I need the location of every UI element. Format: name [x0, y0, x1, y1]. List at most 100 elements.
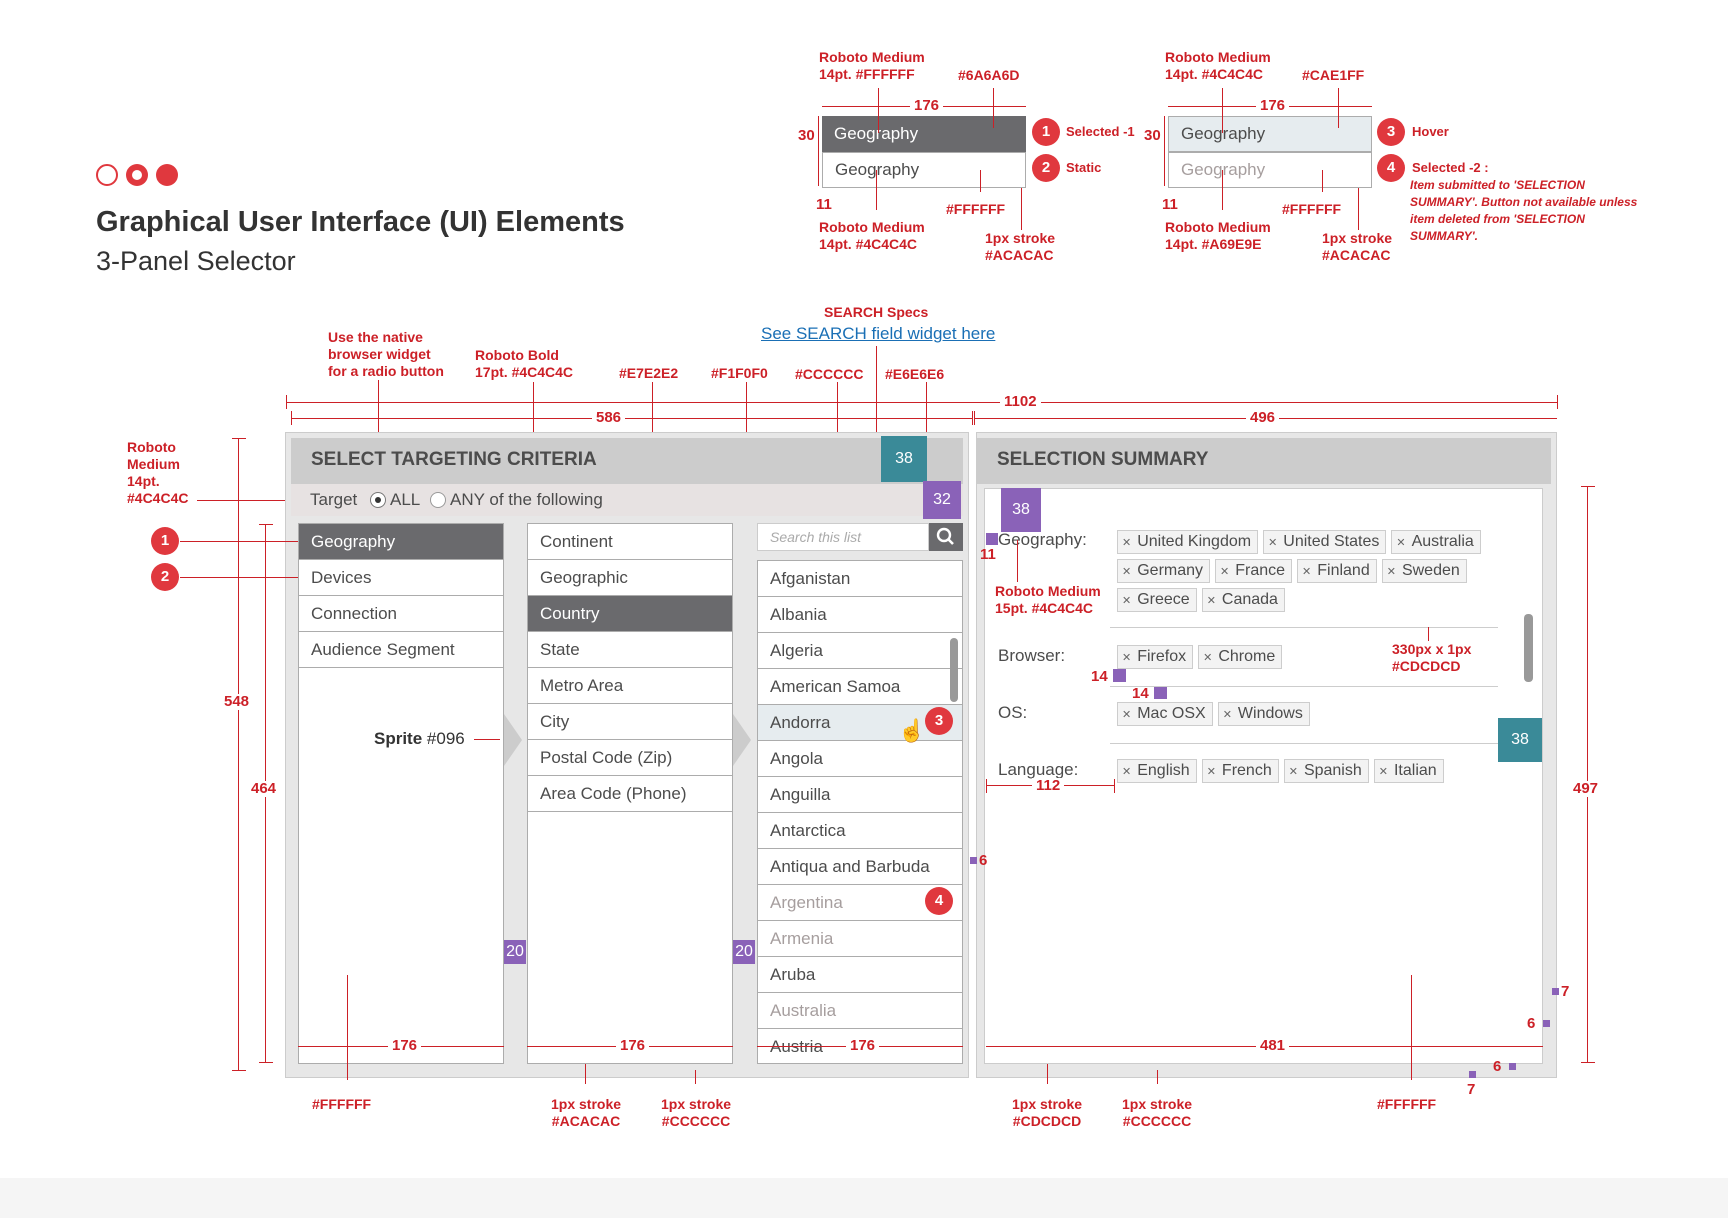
tag-label: Windows	[1237, 705, 1303, 722]
search-specs-label: SEARCH Specs	[824, 304, 929, 320]
list-item[interactable]: Geography	[299, 524, 503, 560]
remove-tag-icon[interactable]: ✕	[1122, 537, 1132, 549]
remove-tag-icon[interactable]: ✕	[1203, 652, 1213, 664]
remove-tag-icon[interactable]: ✕	[1302, 566, 1312, 578]
dot-filled-icon	[156, 164, 178, 186]
column-3-scrollbar[interactable]	[950, 638, 958, 702]
left-panel-title: SELECT TARGETING CRITERIA	[311, 449, 597, 470]
dim-col1: 176	[388, 1038, 422, 1054]
browser-tags: ✕ Firefox ✕ Chrome	[1117, 645, 1537, 674]
marker-4-icon: 4	[1377, 154, 1405, 182]
summary-tag: ✕ Spanish	[1283, 759, 1369, 783]
remove-tag-icon[interactable]: ✕	[1386, 566, 1396, 578]
browser-label: Browser:	[998, 646, 1066, 665]
spec-a-stroke: 1px stroke #ACACAC	[985, 230, 1056, 263]
search-widget-link[interactable]: See SEARCH field widget here	[761, 324, 996, 343]
list-item[interactable]: Connection	[299, 596, 503, 632]
remove-tag-icon[interactable]: ✕	[1122, 652, 1132, 664]
list-item[interactable]: Postal Code (Zip)	[528, 740, 732, 776]
tag-label: Australia	[1411, 533, 1474, 550]
remove-tag-icon[interactable]: ✕	[1206, 595, 1216, 607]
spec-b-item-hover: Geography	[1168, 116, 1372, 152]
tag-label: Greece	[1137, 591, 1190, 608]
remove-tag-icon[interactable]: ✕	[1122, 766, 1132, 778]
tag-label: English	[1137, 762, 1190, 779]
list-item[interactable]: City	[528, 704, 732, 740]
remove-tag-icon[interactable]: ✕	[1220, 566, 1230, 578]
spec-a-item-static: Geography	[822, 152, 1026, 188]
list-item[interactable]: Continent	[528, 524, 732, 560]
radio-any[interactable]	[430, 492, 446, 508]
right-panel-header	[976, 438, 1551, 484]
summary-tag: ✕ United Kingdom	[1117, 530, 1259, 554]
summary-tag: ✕ Sweden	[1381, 559, 1467, 583]
title-font-spec: Roboto Bold 17pt. #4C4C4C	[475, 347, 574, 380]
list-item[interactable]: Antiqua and Barbuda	[758, 849, 962, 885]
remove-tag-icon[interactable]: ✕	[1222, 709, 1232, 721]
spec-b-height: 30	[1144, 127, 1161, 144]
tag-label: Canada	[1221, 591, 1278, 608]
search-input[interactable]: Search this list	[757, 523, 929, 551]
list-item[interactable]: Armenia	[758, 921, 962, 957]
divider-2	[1110, 686, 1498, 687]
badge-38-b: 38	[1001, 488, 1041, 532]
remove-tag-icon[interactable]: ✕	[1288, 766, 1298, 778]
remove-tag-icon[interactable]: ✕	[1122, 595, 1132, 607]
remove-tag-icon[interactable]: ✕	[1122, 566, 1132, 578]
tag-label: Italian	[1393, 762, 1437, 779]
list-item[interactable]: Geographic	[528, 560, 732, 596]
marker-2-icon: 2	[1032, 154, 1060, 182]
list-item[interactable]: Algeria	[758, 633, 962, 669]
list-item[interactable]: Area Code (Phone)	[528, 776, 732, 812]
remove-tag-icon[interactable]: ✕	[1268, 537, 1278, 549]
language-tags: ✕ English ✕ French ✕ Spanish ✕ Italian	[1117, 759, 1537, 788]
remove-tag-icon[interactable]: ✕	[1378, 766, 1388, 778]
list-item[interactable]: Australia	[758, 993, 962, 1029]
list-item[interactable]: Afganistan	[758, 561, 962, 597]
tag-label: Germany	[1137, 562, 1204, 579]
list-item[interactable]: Audience Segment	[299, 632, 503, 668]
spec-b-font-disabled: Roboto Medium 14pt. #A69E9E	[1165, 219, 1271, 252]
tag-label: United Kingdom	[1137, 533, 1252, 550]
tag-label: French	[1221, 762, 1272, 779]
list-item[interactable]: Anguilla	[758, 777, 962, 813]
dim-6-a: 6	[979, 852, 988, 869]
search-button[interactable]	[929, 523, 963, 551]
list-item[interactable]: Angola	[758, 741, 962, 777]
list-item[interactable]: Country	[528, 596, 732, 632]
spec-b-fill-disabled: #FFFFFF	[1282, 201, 1342, 217]
radio-all[interactable]	[370, 492, 386, 508]
dot-outline-icon	[96, 164, 118, 186]
dim-7-a: 7	[1561, 983, 1570, 1000]
dim-14-a: 14	[1091, 668, 1108, 685]
remove-tag-icon[interactable]: ✕	[1396, 537, 1406, 549]
dim-left: 586	[592, 410, 626, 426]
marker-4-list-icon: 4	[925, 887, 953, 915]
list-item[interactable]: Antarctica	[758, 813, 962, 849]
bottom-stroke-cdcdcd: 1px stroke #CDCDCD	[1012, 1096, 1083, 1129]
dim-14-b: 14	[1132, 685, 1149, 702]
dim-right: 496	[1246, 410, 1280, 426]
list-item[interactable]: State	[528, 632, 732, 668]
marker-3-icon: 3	[1377, 118, 1405, 146]
summary-scrollbar[interactable]	[1524, 614, 1533, 682]
divider-1	[1110, 627, 1498, 628]
tag-label: Firefox	[1137, 648, 1187, 665]
radio-note: Use the native browser widget for a radi…	[328, 329, 444, 379]
remove-tag-icon[interactable]: ✕	[1206, 766, 1216, 778]
list-item[interactable]: Metro Area	[528, 668, 732, 704]
color-f1f0f0: #F1F0F0	[711, 365, 768, 381]
bottom-fill-white-right: #FFFFFF	[1377, 1096, 1437, 1112]
left-panel-header	[291, 438, 963, 484]
color-e6e6e6: #E6E6E6	[885, 366, 945, 382]
list-item[interactable]: Albania	[758, 597, 962, 633]
os-tags: ✕ Mac OSX ✕ Windows	[1117, 702, 1537, 731]
sprite-label: Sprite #096	[374, 729, 465, 748]
remove-tag-icon[interactable]: ✕	[1122, 709, 1132, 721]
os-label: OS:	[998, 703, 1028, 722]
list-item[interactable]: Aruba	[758, 957, 962, 993]
list-item[interactable]: Devices	[299, 560, 503, 596]
summary-tag: ✕ French	[1201, 759, 1279, 783]
window-dots	[96, 164, 186, 186]
list-item[interactable]: American Samoa	[758, 669, 962, 705]
